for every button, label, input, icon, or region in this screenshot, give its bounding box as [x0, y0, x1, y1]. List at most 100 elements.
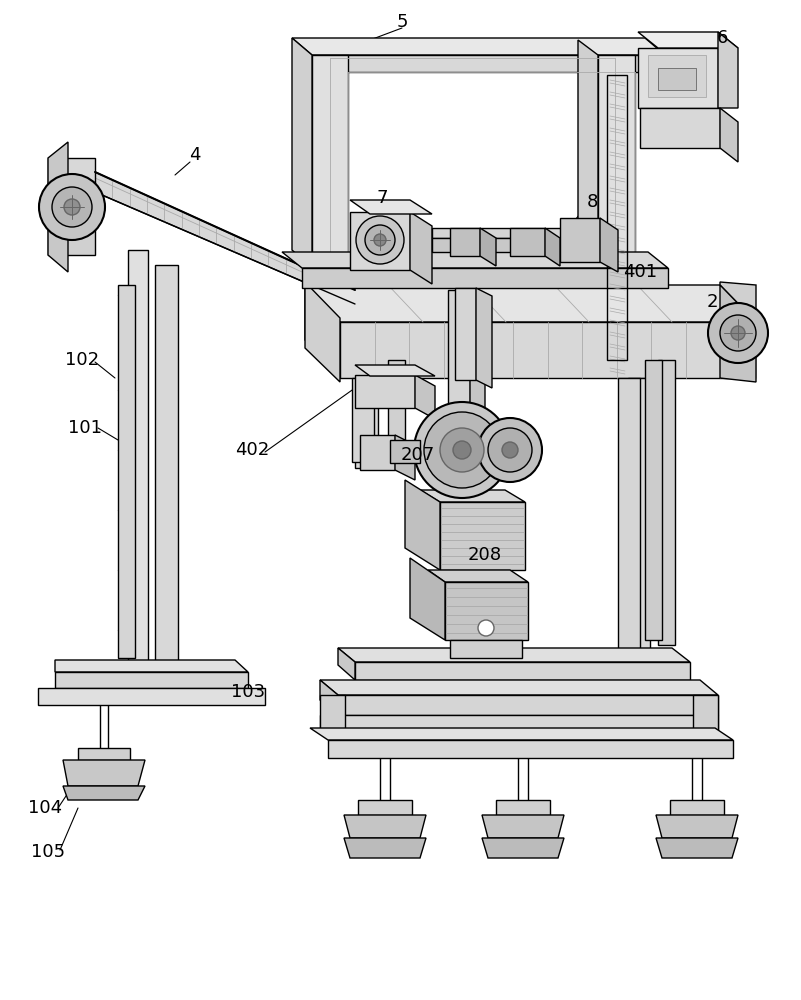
Polygon shape	[450, 640, 522, 658]
Polygon shape	[496, 800, 550, 815]
Polygon shape	[320, 680, 718, 695]
Circle shape	[374, 234, 386, 246]
Text: 6: 6	[716, 29, 727, 47]
Circle shape	[52, 187, 92, 227]
Polygon shape	[305, 285, 755, 322]
Polygon shape	[118, 285, 135, 658]
Polygon shape	[448, 290, 470, 435]
Polygon shape	[440, 502, 525, 570]
Polygon shape	[628, 378, 650, 660]
Polygon shape	[720, 282, 756, 322]
Polygon shape	[312, 55, 665, 72]
Circle shape	[502, 442, 518, 458]
Circle shape	[720, 315, 756, 351]
Circle shape	[64, 199, 80, 215]
Polygon shape	[344, 838, 426, 858]
Polygon shape	[437, 442, 515, 458]
Polygon shape	[358, 800, 412, 815]
Polygon shape	[355, 378, 378, 468]
Polygon shape	[388, 360, 405, 455]
Polygon shape	[510, 228, 545, 256]
Bar	[607, 75, 627, 360]
Polygon shape	[450, 228, 480, 256]
Polygon shape	[338, 695, 718, 715]
Polygon shape	[410, 212, 432, 284]
Bar	[658, 68, 696, 90]
Polygon shape	[600, 218, 618, 272]
Circle shape	[440, 428, 484, 472]
Polygon shape	[48, 182, 95, 255]
Polygon shape	[420, 432, 515, 442]
Polygon shape	[656, 838, 738, 858]
Polygon shape	[638, 48, 718, 108]
Polygon shape	[355, 365, 435, 376]
Polygon shape	[432, 238, 600, 252]
Polygon shape	[455, 288, 476, 380]
Polygon shape	[578, 40, 598, 268]
Polygon shape	[390, 440, 420, 463]
Circle shape	[356, 216, 404, 264]
Polygon shape	[720, 285, 756, 382]
Polygon shape	[78, 748, 130, 760]
Polygon shape	[480, 228, 496, 266]
Text: 402: 402	[235, 441, 269, 459]
Text: 4: 4	[189, 146, 201, 164]
Polygon shape	[320, 680, 338, 715]
Polygon shape	[320, 715, 718, 730]
Polygon shape	[328, 740, 733, 758]
Polygon shape	[640, 108, 720, 148]
Polygon shape	[338, 648, 690, 662]
Text: 2: 2	[706, 293, 718, 311]
Text: 105: 105	[31, 843, 65, 861]
Polygon shape	[693, 695, 718, 730]
Polygon shape	[598, 55, 635, 268]
Polygon shape	[38, 688, 265, 705]
Circle shape	[708, 303, 768, 363]
Polygon shape	[656, 815, 738, 838]
Polygon shape	[55, 672, 248, 688]
Polygon shape	[720, 108, 738, 162]
Polygon shape	[340, 322, 755, 378]
Circle shape	[488, 428, 532, 472]
Polygon shape	[305, 282, 340, 382]
Polygon shape	[645, 360, 662, 640]
Polygon shape	[63, 786, 145, 800]
Polygon shape	[405, 480, 440, 570]
Text: 101: 101	[68, 419, 102, 437]
Text: 5: 5	[396, 13, 408, 31]
Polygon shape	[470, 290, 485, 443]
Polygon shape	[355, 662, 690, 680]
Polygon shape	[302, 268, 668, 288]
Polygon shape	[344, 815, 426, 838]
Polygon shape	[360, 435, 395, 470]
Polygon shape	[320, 695, 345, 730]
Circle shape	[39, 174, 105, 240]
Polygon shape	[338, 648, 355, 680]
Polygon shape	[545, 228, 560, 266]
Polygon shape	[128, 250, 148, 670]
Polygon shape	[312, 55, 348, 268]
Circle shape	[453, 441, 471, 459]
Polygon shape	[352, 378, 374, 462]
Polygon shape	[95, 172, 355, 304]
Polygon shape	[355, 375, 415, 408]
Polygon shape	[292, 38, 665, 55]
Polygon shape	[420, 490, 525, 502]
Circle shape	[478, 418, 542, 482]
Text: 401: 401	[623, 263, 657, 281]
Polygon shape	[638, 32, 738, 48]
Text: 207: 207	[400, 446, 435, 464]
Text: 7: 7	[376, 189, 388, 207]
Polygon shape	[560, 218, 600, 262]
Bar	[648, 55, 706, 97]
Polygon shape	[48, 142, 68, 272]
Polygon shape	[350, 200, 432, 214]
Polygon shape	[350, 212, 410, 270]
Polygon shape	[63, 760, 145, 786]
Circle shape	[424, 412, 500, 488]
Polygon shape	[395, 435, 415, 480]
Polygon shape	[310, 728, 733, 740]
Polygon shape	[428, 570, 528, 582]
Circle shape	[365, 225, 395, 255]
Polygon shape	[292, 38, 312, 268]
